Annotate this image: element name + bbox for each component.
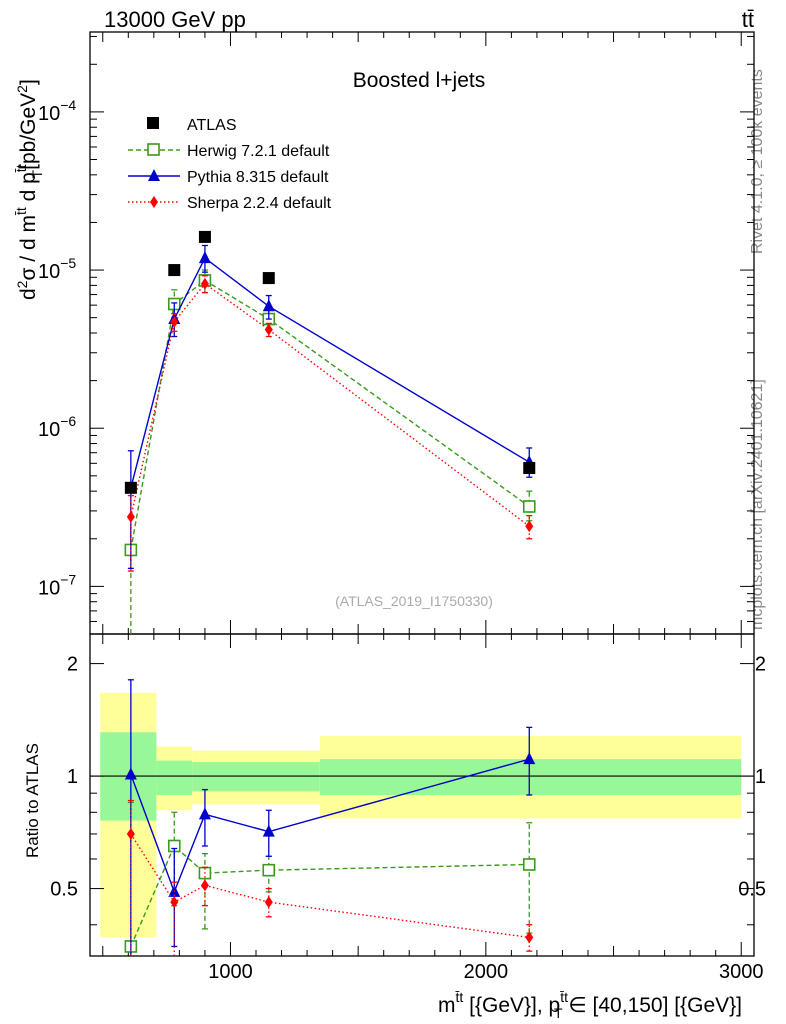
- ratio-y-tick-label-right: 2: [755, 654, 766, 676]
- header-left: 13000 GeV pp: [104, 7, 246, 32]
- ratio-y-label: Ratio to ATLAS: [23, 743, 42, 858]
- ratio-band-inner: [156, 760, 193, 795]
- main-y-tick-label: 10−5: [38, 255, 76, 283]
- ratio-sherpa-point: [200, 879, 209, 892]
- sherpa-point: [200, 277, 209, 290]
- pythia-line: [130, 257, 530, 488]
- legend-atlas-label: ATLAS: [187, 117, 237, 134]
- herwig-line: [130, 279, 530, 551]
- legend-atlas-marker: [147, 117, 159, 129]
- ratio-band-inner: [192, 762, 320, 792]
- ratio-y-tick-label-right: 0.5: [738, 879, 766, 901]
- ratio-pythia-point: [262, 824, 275, 837]
- herwig-point: [522, 500, 536, 513]
- x-tick-label: 1000: [208, 961, 253, 983]
- ratio-frame: [89, 633, 755, 957]
- pythia-point: [262, 299, 275, 312]
- ratio-herwig-line: [130, 844, 530, 947]
- ratio-pythia-point: [198, 807, 211, 820]
- x-axis-label: mt̄t [{GeV}], pt̄t T ∈ [40,150] [{GeV}]: [438, 989, 742, 1021]
- ratio-band-inner: [319, 759, 742, 795]
- analysis-tag: (ATLAS_2019_I1750330): [335, 593, 493, 609]
- legend-sherpa-marker: [150, 196, 158, 208]
- header-right: tt̄: [742, 7, 754, 32]
- atlas-point: [124, 481, 137, 494]
- mcplots-label: mcplots.cern.ch [arXiv:2401.10621]: [749, 379, 766, 630]
- ratio-y-tick-label: 1: [67, 766, 78, 788]
- atlas-point: [198, 230, 211, 243]
- ratio-y-tick-label: 0.5: [50, 879, 78, 901]
- x-tick-label: 2000: [464, 961, 509, 983]
- atlas-point: [523, 462, 536, 475]
- ratio-herwig-point: [522, 858, 536, 871]
- atlas-point: [262, 272, 275, 285]
- main-y-tick-label: 10−4: [38, 97, 76, 125]
- sherpa-point: [525, 520, 534, 533]
- ratio-herwig-point: [262, 863, 276, 877]
- ratio-sherpa-point: [264, 896, 273, 909]
- legend-pythia-marker: [148, 169, 160, 181]
- ratio-y-tick-label: 2: [67, 654, 78, 676]
- pythia-point: [198, 251, 211, 264]
- ratio-sherpa-point: [525, 931, 534, 944]
- main-title: Boosted l+jets: [353, 69, 486, 92]
- ratio-pythia-point: [523, 752, 536, 765]
- ratio-pythia-point: [124, 767, 137, 780]
- ratio-sherpa-line: [130, 833, 530, 939]
- main-y-tick-label: 10−6: [38, 413, 76, 441]
- legend-pythia-label: Pythia 8.315 default: [187, 169, 329, 186]
- ratio-y-tick-label-right: 1: [755, 766, 766, 788]
- sherpa-point: [126, 510, 135, 523]
- sherpa-line: [130, 282, 530, 527]
- legend-herwig-label: Herwig 7.2.1 default: [187, 143, 330, 160]
- atlas-point: [168, 264, 181, 277]
- x-tick-label: 3000: [719, 961, 764, 983]
- ratio-sherpa-point: [170, 896, 179, 909]
- legend: ATLAS Herwig 7.2.1 default Pythia 8.315 …: [128, 117, 332, 212]
- legend-herwig-marker: [147, 143, 160, 156]
- main-y-tick-label: 10−7: [38, 571, 76, 599]
- rivet-label: Rivet 4.1.0, ≥ 100k events: [749, 69, 766, 254]
- sherpa-point: [264, 323, 273, 336]
- ratio-sherpa-point: [126, 827, 135, 840]
- legend-sherpa-label: Sherpa 2.2.4 default: [187, 195, 332, 212]
- sherpa-point: [170, 315, 179, 328]
- main-y-label: d2σ / d mt̄t d pt̄tT[pb/GeV2]: [13, 79, 45, 300]
